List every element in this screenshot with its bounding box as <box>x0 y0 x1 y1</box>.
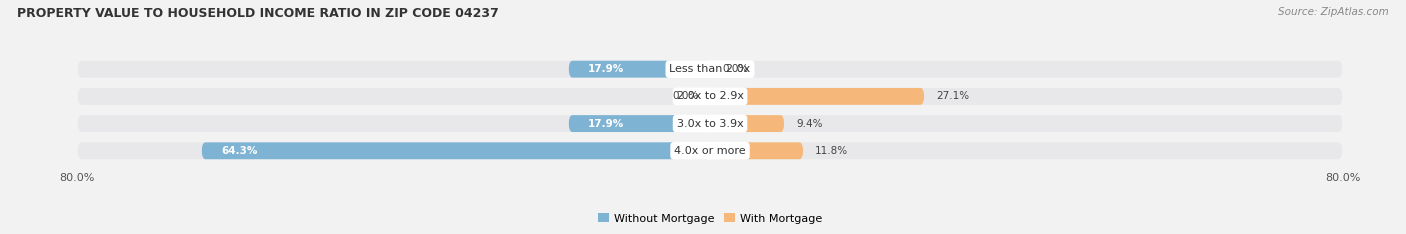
Text: 27.1%: 27.1% <box>936 91 969 101</box>
FancyBboxPatch shape <box>568 61 710 78</box>
Text: Source: ZipAtlas.com: Source: ZipAtlas.com <box>1278 7 1389 17</box>
FancyBboxPatch shape <box>77 88 1343 105</box>
Legend: Without Mortgage, With Mortgage: Without Mortgage, With Mortgage <box>598 213 823 224</box>
Text: 4.0x or more: 4.0x or more <box>675 146 745 156</box>
FancyBboxPatch shape <box>710 88 924 105</box>
Text: PROPERTY VALUE TO HOUSEHOLD INCOME RATIO IN ZIP CODE 04237: PROPERTY VALUE TO HOUSEHOLD INCOME RATIO… <box>17 7 499 20</box>
Text: 64.3%: 64.3% <box>221 146 257 156</box>
FancyBboxPatch shape <box>77 61 1343 78</box>
Text: 17.9%: 17.9% <box>588 119 624 129</box>
FancyBboxPatch shape <box>77 142 1343 159</box>
FancyBboxPatch shape <box>710 142 803 159</box>
Text: 2.0x to 2.9x: 2.0x to 2.9x <box>676 91 744 101</box>
Text: 9.4%: 9.4% <box>796 119 823 129</box>
FancyBboxPatch shape <box>710 115 785 132</box>
Text: 3.0x to 3.9x: 3.0x to 3.9x <box>676 119 744 129</box>
Text: 17.9%: 17.9% <box>588 64 624 74</box>
Text: Less than 2.0x: Less than 2.0x <box>669 64 751 74</box>
Text: 0.0%: 0.0% <box>721 64 748 74</box>
FancyBboxPatch shape <box>201 142 710 159</box>
Text: 0.0%: 0.0% <box>672 91 699 101</box>
Text: 11.8%: 11.8% <box>815 146 848 156</box>
FancyBboxPatch shape <box>568 115 710 132</box>
FancyBboxPatch shape <box>77 115 1343 132</box>
